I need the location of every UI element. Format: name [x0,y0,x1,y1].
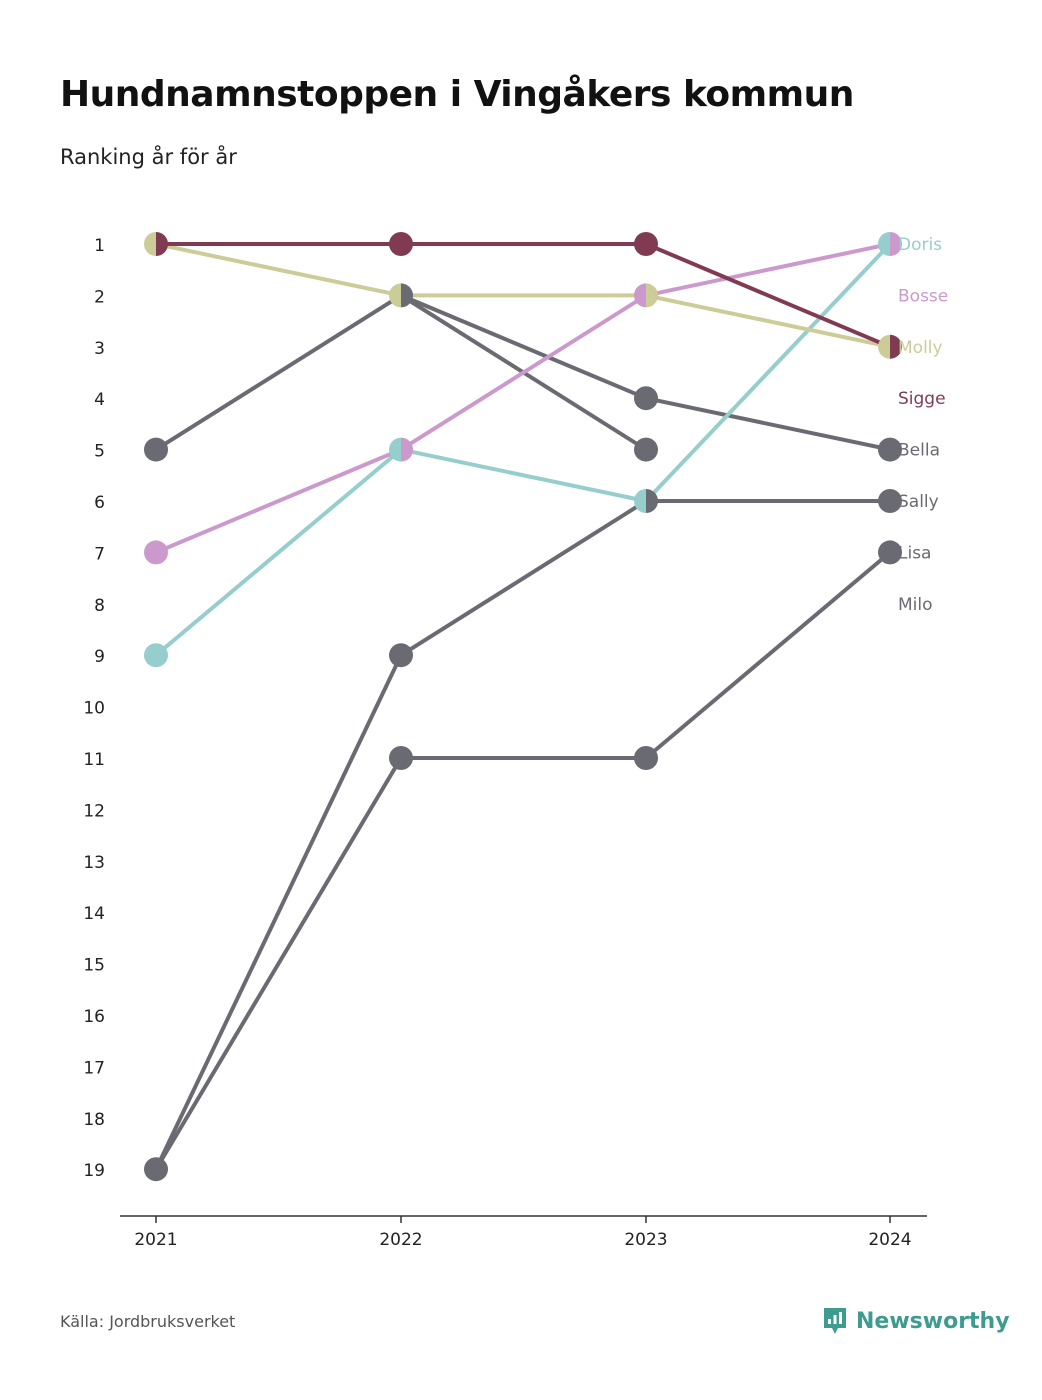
series-line-bella [154,293,891,452]
series-line-molly [155,242,891,349]
point-marker [634,746,658,770]
end-label-sally: Sally [898,492,939,512]
series-line-bosse [155,242,891,555]
y-tick-label: 17 [83,1058,105,1078]
chart-subtitle: Ranking år för år [60,145,237,169]
point-marker [878,437,902,462]
point-marker-right [890,334,903,359]
y-tick-label: 12 [83,801,105,821]
point-marker-left [389,283,401,308]
y-tick-label: 15 [83,956,105,976]
y-tick-label: 13 [83,853,105,873]
series-line-sigge [156,242,891,349]
series-line-doris [154,242,892,657]
chart-title: Hundnamnstoppen i Vingåkers kommun [60,74,854,115]
x-tick-label: 2022 [379,1230,422,1250]
series-lines [154,242,892,1171]
point-marker [144,540,168,565]
y-tick-label: 4 [94,390,105,410]
point-marker-right [890,232,902,256]
point-marker-right [401,437,413,462]
point-marker-left [389,437,401,462]
y-tick-label: 2 [94,287,105,307]
y-tick-label: 10 [83,699,105,719]
y-tick-label: 14 [83,904,105,924]
point-marker [389,746,413,770]
end-label-sigge: Sigge [898,389,946,409]
series-end-labels: Doris Bosse Molly Sigge Bella Sally Lisa Milo [898,235,948,615]
y-tick-label: 18 [83,1110,105,1130]
point-marker-right [401,283,413,308]
source-note: Källa: Jordbruksverket [60,1312,236,1331]
point-marker-right [646,283,658,308]
end-label-bella: Bella [898,441,940,461]
y-tick-label: 8 [94,596,105,616]
point-marker [389,643,413,668]
end-label-milo: Milo [898,595,933,615]
point-marker-left [878,334,890,359]
point-marker-right [156,232,168,256]
point-marker-left [634,489,646,513]
y-tick-label: 5 [94,442,105,462]
point-marker-left [144,232,156,256]
series-markers [144,232,903,1182]
point-marker-left [878,232,890,256]
end-label-lisa: Lisa [898,543,931,563]
x-tick-label: 2024 [868,1230,911,1250]
point-marker [634,437,658,462]
series-line-sally [154,499,890,1171]
y-tick-label: 3 [94,339,105,359]
x-tick-label: 2021 [134,1230,177,1250]
y-tick-label: 9 [94,647,105,667]
point-marker [144,1157,168,1182]
end-label-doris: Doris [898,235,942,255]
point-marker-left [634,283,646,308]
y-tick-label: 16 [83,1007,105,1027]
point-marker [634,232,658,256]
series-line-lisa [154,550,892,1171]
y-tick-label: 1 [94,236,105,256]
end-label-bosse: Bosse [898,286,948,306]
point-marker-right [646,489,658,513]
point-marker [878,540,902,565]
point-marker [389,232,413,256]
end-label-molly: Molly [898,338,943,358]
y-tick-label: 11 [83,750,105,770]
point-marker [634,386,658,411]
y-tick-label: 19 [83,1161,105,1181]
y-tick-label: 7 [94,544,105,564]
point-marker [878,489,902,513]
point-marker [144,437,168,462]
x-axis: 2021 2022 2023 2024 [120,1215,927,1250]
newsworthy-icon [824,1308,846,1334]
point-marker [144,643,168,668]
brand-name: Newsworthy [856,1308,1010,1334]
y-tick-label: 6 [94,493,105,513]
x-tick-label: 2023 [624,1230,667,1250]
brand-logo[interactable]: Newsworthy [822,1306,1010,1336]
